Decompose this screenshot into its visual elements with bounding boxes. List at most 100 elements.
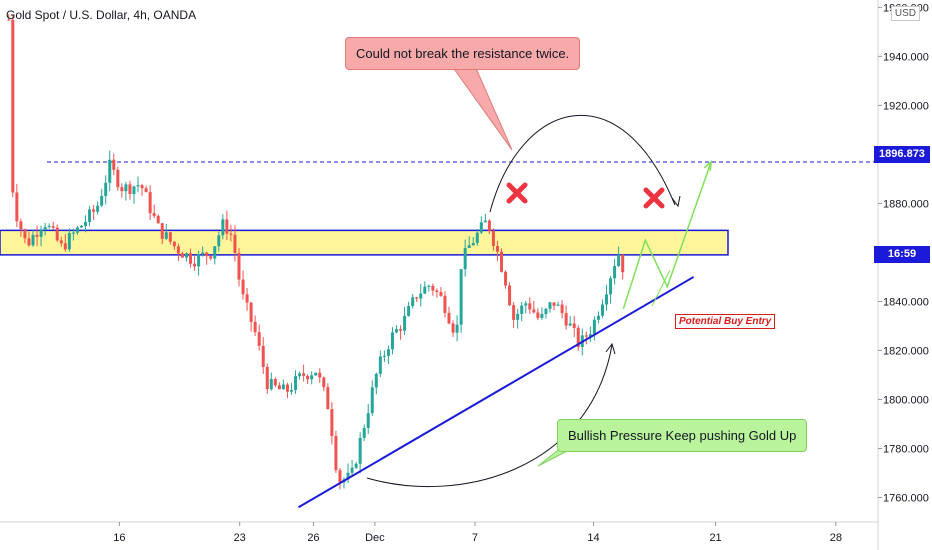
candle-body	[588, 334, 592, 337]
candle-body	[419, 293, 423, 299]
candle-body	[257, 332, 261, 346]
candle-body	[568, 323, 572, 326]
candle-body	[600, 304, 604, 316]
candle-body	[160, 223, 164, 239]
candle-body	[51, 226, 55, 228]
candle-body	[124, 184, 128, 192]
candle-body	[564, 313, 568, 326]
candle-body	[253, 321, 257, 333]
candle-body	[289, 390, 293, 392]
candle-body	[390, 332, 394, 350]
candle-body	[544, 308, 548, 315]
candle-body	[116, 169, 120, 188]
candle-body	[84, 221, 88, 226]
candle-body	[120, 187, 124, 192]
candle-body	[447, 312, 451, 324]
candle-body	[96, 205, 100, 212]
candle-body	[55, 227, 59, 241]
candle-body	[67, 233, 71, 250]
candle-body	[512, 305, 516, 320]
y-tick-label: 1780.000	[883, 443, 929, 455]
candle-body	[427, 285, 431, 287]
top-arc	[489, 114, 676, 213]
candle-body	[322, 377, 326, 388]
candle-body	[415, 297, 419, 299]
rejection-cross-1-b	[506, 182, 528, 204]
candle-body	[176, 246, 180, 254]
candle-body	[378, 356, 382, 374]
candle-body	[136, 185, 140, 187]
candle-body	[395, 329, 399, 333]
candle-body	[201, 252, 205, 254]
candle-body	[483, 220, 487, 223]
candle-body	[197, 253, 201, 267]
candle-body	[15, 192, 19, 222]
candle-body	[277, 385, 281, 390]
candle-body	[592, 319, 596, 335]
chart-title: Gold Spot / U.S. Dollar, 4h, OANDA	[6, 8, 197, 22]
candle-body	[92, 209, 96, 212]
candle-body	[128, 184, 132, 194]
candle-body	[294, 376, 298, 391]
candle-body	[362, 427, 366, 438]
candle-body	[63, 243, 67, 250]
candle-body	[338, 470, 342, 483]
candle-body	[552, 302, 556, 306]
candle-body	[459, 269, 463, 325]
candle-body	[298, 373, 302, 377]
candle-body	[71, 232, 75, 234]
candle-body	[88, 209, 92, 222]
candle-body	[536, 312, 540, 318]
candle-body	[508, 285, 512, 306]
support-trendline	[298, 276, 695, 509]
candle-body	[314, 372, 318, 376]
candle-body	[233, 234, 237, 253]
candle-body	[500, 251, 504, 272]
entry-pointer	[651, 269, 671, 307]
candle-body	[265, 366, 269, 390]
candle-body	[209, 256, 213, 259]
candle-body	[609, 278, 613, 295]
candle-body	[334, 436, 338, 471]
candle-body	[172, 241, 176, 247]
candle-body	[399, 329, 403, 331]
currency-label[interactable]: USD	[890, 6, 920, 21]
candle-body	[621, 254, 625, 273]
rejection-cross-2-b	[643, 187, 665, 209]
candle-body	[439, 291, 443, 296]
x-tick-label: 14	[587, 532, 599, 544]
candle-body	[467, 245, 471, 248]
candle-body	[326, 387, 330, 410]
candle-body	[261, 345, 265, 367]
x-tick-label: 28	[830, 532, 842, 544]
candle-body	[11, 19, 15, 193]
candle-body	[382, 355, 386, 357]
candle-body	[350, 467, 354, 473]
candle-body	[548, 302, 552, 309]
candle-body	[306, 375, 310, 380]
candle-body	[47, 226, 51, 228]
resistance-price-tag: 1896.873	[874, 146, 930, 163]
resistance-callout-pointer	[451, 65, 513, 151]
candle-body	[403, 315, 407, 331]
candle-body	[184, 253, 188, 258]
candle-body	[269, 379, 273, 390]
candle-body	[366, 413, 370, 428]
candle-body	[540, 314, 544, 318]
candle-body	[330, 409, 334, 437]
candle-body	[495, 245, 499, 252]
candle-body	[310, 375, 314, 380]
projection-arrowhead	[703, 159, 713, 171]
candle-body	[249, 302, 253, 322]
candle-body	[213, 246, 217, 259]
candle-body	[245, 294, 249, 303]
candle-body	[237, 252, 241, 280]
candle-body	[140, 185, 144, 189]
candle-body	[407, 305, 411, 316]
candle-body	[584, 335, 588, 337]
candle-body	[152, 213, 156, 216]
candle-body	[100, 196, 104, 206]
candle-body	[59, 240, 63, 244]
candle-body	[463, 247, 467, 270]
